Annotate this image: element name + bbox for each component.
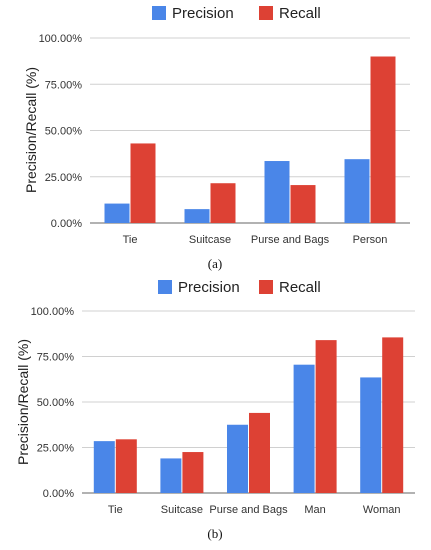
y-axis-label-b: Precision/Recall (%) (15, 339, 31, 465)
bar-b-precision-1 (160, 458, 182, 493)
y-tick-label-a-0: 0.00% (51, 218, 82, 230)
bar-a-precision-2 (264, 161, 290, 223)
category-label-b-1: Suitcase (161, 504, 203, 516)
y-tick-label-a-4: 100.00% (39, 33, 83, 45)
y-tick-label-a-3: 75.00% (45, 79, 83, 91)
y-tick-label-b-2: 50.00% (37, 397, 75, 409)
legend-swatch-a-precision (152, 6, 166, 20)
legend-label-b-precision: Precision (178, 279, 240, 296)
bar-a-precision-3 (344, 159, 370, 223)
category-label-b-2: Purse and Bags (209, 504, 288, 516)
bar-b-recall-3 (315, 340, 337, 493)
y-tick-label-a-1: 25.00% (45, 172, 83, 184)
bar-b-recall-0 (115, 439, 137, 493)
category-label-a-3: Person (353, 234, 388, 246)
legend-label-a-recall: Recall (279, 5, 321, 22)
category-label-a-2: Purse and Bags (251, 234, 330, 246)
category-label-a-0: Tie (123, 234, 138, 246)
y-tick-label-b-3: 75.00% (37, 352, 75, 364)
legend-label-a-precision: Precision (172, 5, 234, 22)
y-axis-label-a: Precision/Recall (%) (23, 67, 39, 193)
category-label-b-4: Woman (363, 504, 401, 516)
bar-a-recall-0 (130, 143, 156, 223)
legend-swatch-a-recall (259, 6, 273, 20)
category-label-b-0: Tie (108, 504, 123, 516)
chart-b: 0.00% 25.00% 50.00% 75.00% 100.00% Precision/… (0, 275, 431, 550)
bar-a-recall-2 (290, 185, 316, 223)
bar-a-recall-3 (370, 56, 396, 223)
bar-b-recall-1 (182, 452, 204, 493)
chart-a-svg: 0.00% 25.00% 50.00% 75.00% 100.00% Precision/… (23, 5, 410, 271)
category-label-b-3: Man (304, 504, 325, 516)
legend-swatch-b-recall (259, 280, 273, 294)
bar-b-precision-4 (360, 377, 382, 493)
bar-b-precision-0 (93, 441, 115, 493)
legend-label-b-recall: Recall (279, 279, 321, 296)
y-tick-label-b-1: 25.00% (37, 443, 75, 455)
y-tick-label-b-0: 0.00% (43, 488, 74, 500)
chart-a: 0.00% 25.00% 50.00% 75.00% 100.00% Precision/… (23, 5, 410, 271)
bar-a-precision-0 (104, 203, 130, 223)
bar-b-recall-2 (249, 412, 270, 493)
legend-swatch-b-precision (158, 280, 172, 294)
bar-b-precision-2 (227, 424, 248, 493)
y-tick-label-b-4: 100.00% (31, 306, 75, 318)
caption-a: (a) (208, 256, 222, 271)
caption-b: (b) (207, 526, 222, 541)
category-label-a-1: Suitcase (189, 234, 231, 246)
bar-a-recall-1 (210, 183, 236, 223)
y-tick-label-a-2: 50.00% (45, 126, 83, 138)
bar-b-precision-3 (293, 364, 315, 493)
bar-a-precision-1 (184, 209, 210, 223)
chart-b-svg: 0.00% 25.00% 50.00% 75.00% 100.00% Precision/… (15, 279, 415, 541)
bar-b-recall-4 (382, 337, 404, 493)
